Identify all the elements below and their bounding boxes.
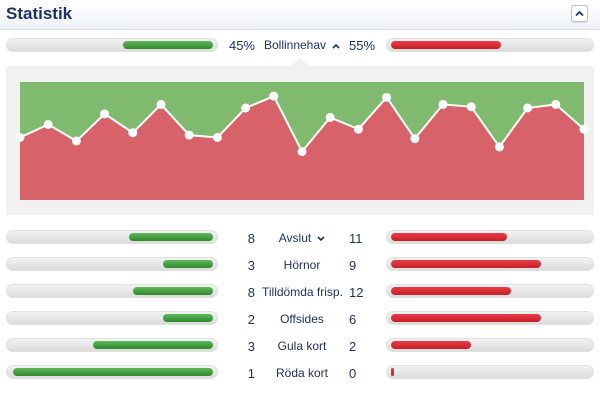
chevron-down-icon: [317, 236, 325, 241]
stat-away-value: 12: [349, 285, 364, 300]
momentum-graph-panel: [6, 66, 594, 215]
stat-away-value: 11: [349, 231, 363, 246]
stat-home-fill: [133, 287, 213, 295]
stat-home-bar: [6, 365, 218, 379]
stat-home-fill: [13, 368, 213, 376]
stat-away-bar: [386, 338, 594, 352]
stat-home-bar: [6, 284, 218, 298]
away-area: [20, 96, 584, 200]
stat-home-value: 1: [247, 366, 255, 381]
momentum-point: [353, 124, 363, 134]
possession-toggle[interactable]: Bollinnehav: [262, 38, 342, 52]
momentum-point: [466, 102, 476, 112]
section-title: Statistik: [6, 4, 73, 23]
stat-home-value: 2: [247, 312, 255, 327]
stat-home-bar: [6, 257, 218, 271]
stat-label: Hörnor: [283, 258, 321, 272]
possession-away-value: 55%: [349, 38, 376, 53]
possession-home-value: 45%: [228, 38, 255, 53]
stat-away-value: 6: [349, 312, 357, 327]
momentum-point: [156, 99, 166, 109]
stat-label-row: Gula kort: [262, 339, 342, 353]
momentum-point: [43, 119, 53, 129]
statistics-header: Statistik: [0, 0, 600, 30]
stat-away-value: 2: [349, 339, 357, 354]
stat-home-fill: [163, 314, 213, 322]
stat-home-bar: [6, 311, 218, 325]
stat-label: Gula kort: [277, 339, 327, 353]
momentum-graph: [15, 82, 589, 200]
stat-label: Offsides: [280, 312, 324, 326]
graph-pointer: [291, 58, 309, 66]
momentum-point: [297, 147, 307, 157]
collapse-button[interactable]: [571, 5, 588, 22]
momentum-point: [551, 99, 561, 109]
stat-label-row: Hörnor: [262, 258, 342, 272]
stat-home-fill: [129, 233, 213, 241]
possession-label: Bollinnehav: [263, 38, 327, 52]
momentum-point: [325, 112, 335, 122]
stat-label: Avslut: [278, 231, 312, 245]
stat-away-bar: [386, 230, 594, 244]
stat-home-value: 3: [247, 258, 255, 273]
momentum-point: [382, 92, 392, 102]
stat-away-value: 9: [349, 258, 357, 273]
momentum-point: [579, 124, 589, 134]
momentum-point: [241, 103, 251, 113]
possession-home-bar: [6, 38, 218, 52]
stat-away-bar: [386, 311, 594, 325]
possession-home-fill: [123, 41, 213, 49]
chevron-up-icon: [575, 10, 584, 17]
stat-home-value: 3: [247, 339, 255, 354]
stat-home-value: 8: [247, 285, 255, 300]
momentum-point: [410, 134, 420, 144]
stat-away-value: 0: [349, 366, 357, 381]
stat-label: Röda kort: [275, 366, 329, 380]
stat-home-fill: [163, 260, 213, 268]
stat-away-fill: [391, 233, 507, 241]
stat-away-bar: [386, 365, 594, 379]
momentum-point: [184, 130, 194, 140]
stat-away-bar: [386, 257, 594, 271]
stat-label: Tilldömda frisp.: [262, 285, 343, 299]
stat-away-fill: [391, 341, 471, 349]
stat-home-bar: [6, 338, 218, 352]
stat-home-bar: [6, 230, 218, 244]
possession-away-bar: [386, 38, 594, 52]
stat-home-value: 8: [247, 231, 255, 246]
momentum-point: [100, 109, 110, 119]
stat-away-fill: [391, 287, 511, 295]
momentum-point: [269, 91, 279, 101]
stat-away-fill: [391, 314, 541, 322]
stat-label-row: Offsides: [262, 312, 342, 326]
momentum-point: [212, 132, 222, 142]
momentum-point: [71, 136, 81, 146]
possession-away-fill: [391, 41, 501, 49]
stat-away-bar: [386, 284, 594, 298]
stat-away-fill: [391, 260, 541, 268]
momentum-point: [494, 142, 504, 152]
stat-home-fill: [93, 341, 213, 349]
momentum-point: [128, 128, 138, 138]
stat-label-row[interactable]: Avslut: [262, 231, 342, 245]
momentum-point: [15, 132, 25, 142]
stat-label-row: Röda kort: [262, 366, 342, 380]
momentum-point: [523, 103, 533, 113]
stat-label-row: Tilldömda frisp.: [262, 285, 343, 299]
stat-away-fill: [391, 368, 394, 376]
chevron-up-icon: [332, 43, 340, 49]
momentum-point: [438, 99, 448, 109]
